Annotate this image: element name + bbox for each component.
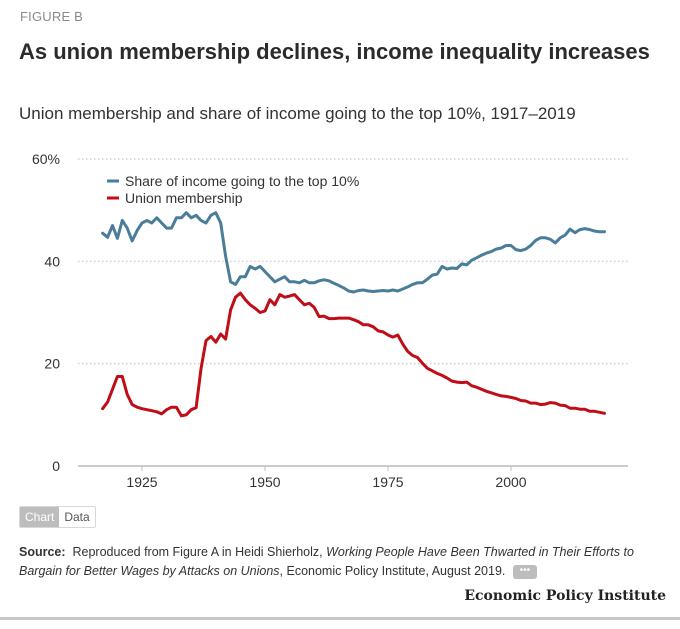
x-tick-label: 1975 — [372, 474, 403, 490]
x-tick-label: 2000 — [495, 474, 526, 490]
y-tick-label: 40 — [44, 253, 60, 269]
legend-label-top10: Share of income going to the top 10% — [125, 173, 359, 189]
bottom-divider — [0, 617, 680, 620]
series-line-union — [101, 291, 606, 418]
view-toggle: Chart Data — [19, 506, 96, 528]
source-label: Source: — [19, 545, 66, 559]
x-axis-ticks: 1925 1950 1975 2000 — [126, 466, 527, 490]
x-tick-label: 1925 — [126, 474, 157, 490]
x-tick-label: 1950 — [249, 474, 280, 490]
source-text-1: Reproduced from Figure A in Heidi Shierh… — [72, 545, 327, 559]
line-chart: 0 20 40 60% 1925 1950 1975 2000 Share of incom… — [32, 151, 628, 490]
series-line-top10 — [101, 211, 606, 294]
y-tick-label: 60% — [32, 151, 60, 167]
legend: Share of income going to the top 10%Unio… — [107, 173, 359, 206]
brand-logo: Economic Policy Institute — [464, 588, 666, 604]
figure-label: FIGURE B — [20, 9, 83, 24]
source-note: Source: Reproduced from Figure A in Heid… — [19, 543, 659, 581]
y-axis-ticks: 0 20 40 60% — [32, 151, 60, 474]
more-options-button[interactable]: ••• — [512, 564, 537, 579]
source-text-2: , Economic Policy Institute, August 2019… — [279, 564, 506, 578]
y-tick-label: 20 — [44, 356, 60, 372]
tab-chart[interactable]: Chart — [20, 507, 60, 527]
source-publication-title: Working People Have Been Thwarted in The… — [19, 545, 634, 578]
chart-subtitle: Union membership and share of income goi… — [19, 104, 576, 123]
tab-data[interactable]: Data — [59, 507, 95, 527]
legend-label-union: Union membership — [125, 190, 243, 206]
series-lines — [101, 211, 606, 418]
chart-title: As union membership declines, income ine… — [19, 39, 650, 64]
y-tick-label: 0 — [52, 458, 60, 474]
